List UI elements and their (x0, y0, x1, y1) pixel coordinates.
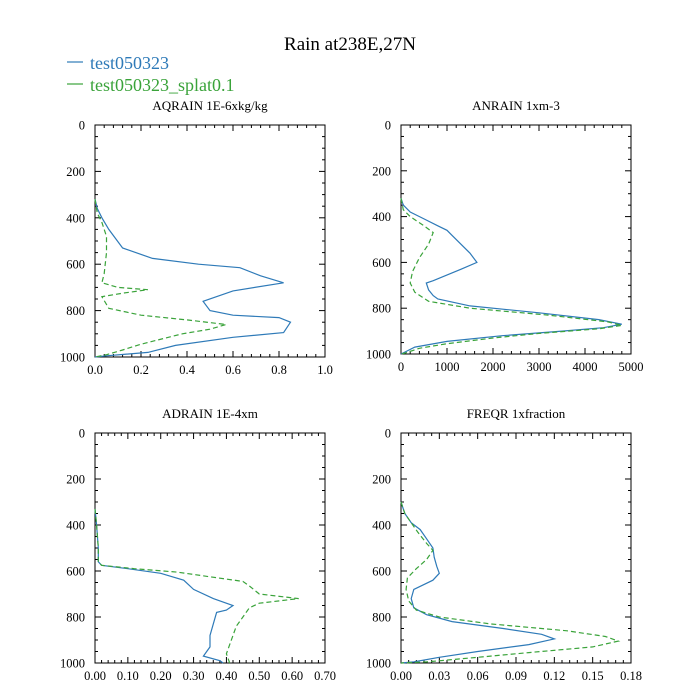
series-line-test050323 (400, 501, 557, 664)
y-tick-label: 600 (66, 565, 85, 579)
x-tick-label: 0.20 (150, 669, 172, 683)
x-tick-label: 3000 (527, 360, 552, 374)
panel-2: ANRAIN 1xm-3 0 1000 2000 3000 4000 5000 0 200 400… (366, 98, 644, 374)
y-tick-label: 0 (79, 119, 85, 133)
x-tick-label: 0.18 (620, 669, 642, 683)
y-tick-label: 0 (79, 427, 85, 441)
y-tick-label: 800 (66, 304, 85, 318)
x-tick-label: 0.15 (582, 669, 604, 683)
y-tick-label: 600 (372, 565, 391, 579)
x-tick-label: 1.0 (317, 363, 333, 377)
y-tick-label: 0 (385, 119, 391, 133)
x-tick-label: 0.09 (505, 669, 527, 683)
x-tick-label: 0.8 (271, 363, 287, 377)
x-tick-label: 0.12 (543, 669, 565, 683)
x-tick-label: 0.70 (314, 669, 336, 683)
y-tick-label: 200 (372, 164, 391, 178)
y-tick-label: 400 (66, 211, 85, 225)
y-tick-label: 400 (372, 519, 391, 533)
y-tick-label: 0 (385, 427, 391, 441)
panel-4: FREQR 1xfraction 0.00 0.03 0.06 0.09 0.12 0.15… (366, 406, 642, 683)
series-line-test050323_splat0.1 (400, 198, 622, 355)
x-tick-label: 2000 (481, 360, 506, 374)
series-line-test050323_splat0.1 (94, 508, 299, 664)
x-tick-label: 0.4 (179, 363, 195, 377)
plot-frame (400, 432, 632, 664)
x-tick-label: 0.06 (467, 669, 489, 683)
panel-1: AQRAIN 1E-6xkg/kg 0.0 0.2 0.4 0.6 0.8 1.0 0 200 4… (60, 98, 333, 377)
x-tick-label: 0.6 (225, 363, 241, 377)
series-line-test050323 (400, 198, 622, 355)
y-tick-label: 1000 (366, 348, 391, 362)
panel-title: AQRAIN 1E-6xkg/kg (152, 98, 268, 113)
series-line-test050323_splat0.1 (94, 199, 227, 358)
x-tick-label: 0.60 (281, 669, 303, 683)
y-tick-label: 800 (372, 302, 391, 316)
panels: AQRAIN 1E-6xkg/kg 0.0 0.2 0.4 0.6 0.8 1.0 0 200 4… (60, 98, 644, 683)
x-tick-label: 4000 (573, 360, 598, 374)
panel-title: FREQR 1xfraction (467, 406, 566, 421)
x-tick-label: 0.50 (248, 669, 270, 683)
series-line-test050323 (94, 508, 235, 664)
y-tick-label: 800 (372, 611, 391, 625)
y-tick-label: 200 (66, 473, 85, 487)
x-tick-label: 0.30 (183, 669, 205, 683)
panel-3: ADRAIN 1E-4xm 0.00 0.10 0.20 0.30 0.40 0.50 0.6… (60, 406, 336, 683)
x-tick-label: 0 (398, 360, 404, 374)
legend: test050323 test050323_splat0.1 (67, 53, 235, 95)
y-tick-label: 400 (66, 519, 85, 533)
series-line-test050323 (94, 199, 292, 358)
series-line-test050323_splat0.1 (400, 501, 621, 664)
panel-title: ADRAIN 1E-4xm (162, 406, 258, 421)
y-tick-label: 200 (66, 165, 85, 179)
y-tick-label: 600 (66, 258, 85, 272)
x-tick-label: 0.10 (117, 669, 139, 683)
x-tick-label: 0.2 (133, 363, 149, 377)
legend-label-test050323-splat: test050323_splat0.1 (90, 75, 235, 95)
panel-title: ANRAIN 1xm-3 (472, 98, 560, 113)
plot-frame (94, 432, 326, 664)
x-tick-label: 1000 (435, 360, 460, 374)
x-tick-label: 0.03 (428, 669, 450, 683)
legend-label-test050323: test050323 (90, 53, 169, 73)
y-tick-label: 1000 (366, 657, 391, 671)
x-tick-label: 5000 (619, 360, 644, 374)
y-tick-label: 400 (372, 210, 391, 224)
x-tick-label: 0.40 (215, 669, 237, 683)
y-tick-label: 800 (66, 611, 85, 625)
y-tick-label: 1000 (60, 351, 85, 365)
x-tick-label: 0.00 (390, 669, 412, 683)
y-tick-label: 600 (372, 256, 391, 270)
x-tick-label: 0.0 (87, 363, 103, 377)
figure-title: Rain at238E,27N (284, 34, 416, 55)
x-tick-label: 0.00 (84, 669, 106, 683)
y-tick-label: 200 (372, 473, 391, 487)
y-tick-label: 1000 (60, 657, 85, 671)
